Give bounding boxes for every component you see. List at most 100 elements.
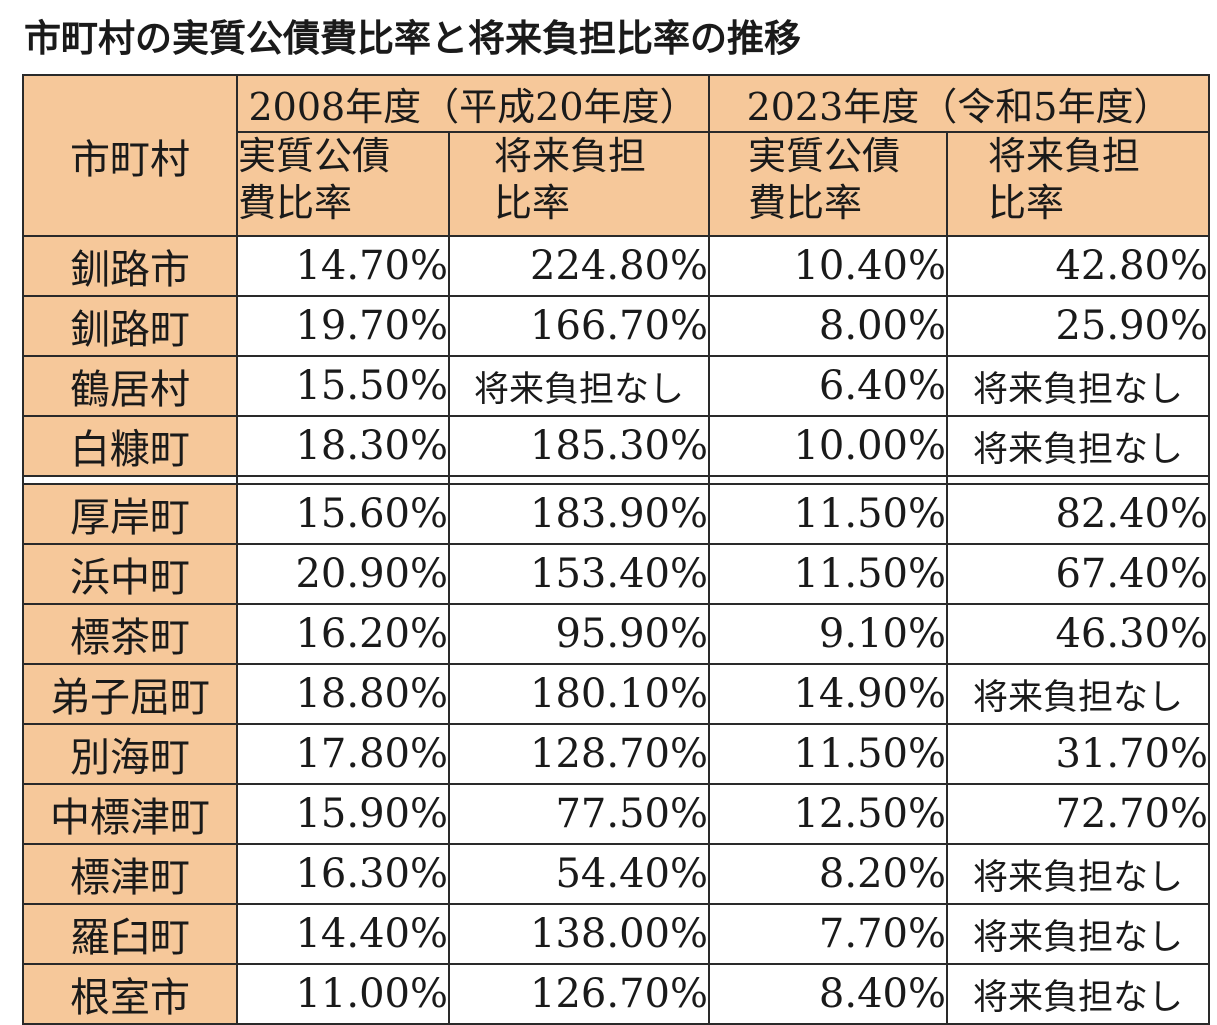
city-cell: 中標津町 (22, 783, 238, 845)
future-burden-2008-cell: 180.10% (448, 663, 710, 725)
separator-cell (448, 475, 710, 485)
table-row: 白糠町 18.30% 185.30% 10.00% 将来負担なし (22, 415, 1211, 477)
debt-service-2008-cell: 14.70% (236, 235, 450, 297)
debt-service-2023-cell: 7.70% (708, 903, 948, 965)
debt-service-2023-cell: 14.90% (708, 663, 948, 725)
future-burden-2008-cell: 128.70% (448, 723, 710, 785)
header-line: 比率 (988, 181, 1065, 225)
table-row: 別海町 17.80% 128.70% 11.50% 31.70% (22, 723, 1211, 785)
table-row: 浜中町 20.90% 153.40% 11.50% 67.40% (22, 543, 1211, 605)
future-burden-2008-cell: 153.40% (448, 543, 710, 605)
header-line: 将来負担 (988, 134, 1141, 178)
table-body-nemuro: 厚岸町 15.60% 183.90% 11.50% 82.40% 浜中町 20.90% 153… (22, 483, 1211, 1025)
debt-service-2008-cell: 11.00% (236, 963, 450, 1025)
header-debt-service-2008: 実質公債 費比率 (236, 131, 450, 237)
city-cell: 標茶町 (22, 603, 238, 665)
header-line: 将来負担 (494, 134, 647, 178)
debt-service-2008-cell: 18.30% (236, 415, 450, 477)
future-burden-2008-cell: 95.90% (448, 603, 710, 665)
future-burden-2023-cell: 将来負担なし (945, 415, 1211, 477)
separator-cell (945, 475, 1211, 485)
future-burden-2023-cell: 67.40% (945, 543, 1211, 605)
city-cell: 釧路市 (22, 235, 238, 297)
debt-service-2023-cell: 10.40% (708, 235, 948, 297)
city-cell: 厚岸町 (22, 483, 238, 545)
future-burden-2008-cell: 126.70% (448, 963, 710, 1025)
debt-service-2008-cell: 16.30% (236, 843, 450, 905)
debt-service-2008-cell: 20.90% (236, 543, 450, 605)
table-row: 厚岸町 15.60% 183.90% 11.50% 82.40% (22, 483, 1211, 545)
debt-service-2023-cell: 8.00% (708, 295, 948, 357)
future-burden-2008-cell: 54.40% (448, 843, 710, 905)
group-separator (22, 475, 1211, 485)
debt-service-2008-cell: 15.50% (236, 355, 450, 417)
debt-service-2023-cell: 8.40% (708, 963, 948, 1025)
debt-service-2023-cell: 9.10% (708, 603, 948, 665)
debt-service-2008-cell: 14.40% (236, 903, 450, 965)
table-title: 市町村の実質公債費比率と将来負担比率の推移 (24, 17, 801, 60)
header-line: 費比率 (238, 181, 353, 225)
debt-service-2008-cell: 15.90% (236, 783, 450, 845)
separator-cell (22, 475, 238, 485)
city-cell: 別海町 (22, 723, 238, 785)
debt-service-2023-cell: 12.50% (708, 783, 948, 845)
debt-service-2008-cell: 15.60% (236, 483, 450, 545)
future-burden-2008-cell: 185.30% (448, 415, 710, 477)
header-future-burden-2008: 将来負担 比率 (448, 131, 710, 237)
header-line: 実質公債 (238, 134, 391, 178)
future-burden-2008-cell: 77.50% (448, 783, 710, 845)
header-line: 費比率 (748, 181, 863, 225)
city-cell: 白糠町 (22, 415, 238, 477)
header-period-2023: 2023年度（令和5年度） (707, 74, 1211, 133)
header-debt-service-2023: 実質公債 費比率 (708, 131, 948, 237)
header-line: 比率 (494, 181, 571, 225)
city-cell: 弟子屈町 (22, 663, 238, 725)
future-burden-2023-cell: 46.30% (945, 603, 1211, 665)
debt-service-2023-cell: 11.50% (708, 543, 948, 605)
debt-service-2023-cell: 10.00% (708, 415, 948, 477)
header-line: 実質公債 (748, 134, 901, 178)
header-future-burden-2023: 将来負担 比率 (945, 131, 1211, 237)
future-burden-2023-cell: 72.70% (945, 783, 1211, 845)
separator-cell (708, 475, 948, 485)
table-row: 標茶町 16.20% 95.90% 9.10% 46.30% (22, 603, 1211, 665)
future-burden-2023-cell: 将来負担なし (945, 903, 1211, 965)
city-cell: 標津町 (22, 843, 238, 905)
city-cell: 釧路町 (22, 295, 238, 357)
future-burden-2023-cell: 42.80% (945, 235, 1211, 297)
debt-service-2008-cell: 16.20% (236, 603, 450, 665)
header-city: 市町村 (22, 74, 238, 237)
debt-service-2008-cell: 19.70% (236, 295, 450, 357)
debt-service-2008-cell: 17.80% (236, 723, 450, 785)
future-burden-2008-cell: 183.90% (448, 483, 710, 545)
city-cell: 浜中町 (22, 543, 238, 605)
table-body-kushiro: 釧路市 14.70% 224.80% 10.40% 42.80% 釧路町 19.70% 166… (22, 235, 1211, 477)
city-cell: 根室市 (22, 963, 238, 1025)
future-burden-2023-cell: 将来負担なし (945, 355, 1211, 417)
future-burden-2023-cell: 将来負担なし (945, 663, 1211, 725)
future-burden-2023-cell: 82.40% (945, 483, 1211, 545)
city-cell: 鶴居村 (22, 355, 238, 417)
debt-service-2023-cell: 11.50% (708, 483, 948, 545)
header-period-2008: 2008年度（平成20年度） (236, 74, 710, 133)
ratio-table: 市町村 2008年度（平成20年度） 2023年度（令和5年度） 実質公債 費比率… (22, 74, 1211, 1025)
future-burden-2023-cell: 将来負担なし (945, 963, 1211, 1025)
debt-service-2023-cell: 11.50% (708, 723, 948, 785)
debt-service-2023-cell: 8.20% (708, 843, 948, 905)
table-row: 釧路市 14.70% 224.80% 10.40% 42.80% (22, 235, 1211, 297)
future-burden-2023-cell: 25.90% (945, 295, 1211, 357)
separator-cell (236, 475, 450, 485)
table-row: 羅臼町 14.40% 138.00% 7.70% 将来負担なし (22, 903, 1211, 965)
table-row: 鶴居村 15.50% 将来負担なし 6.40% 将来負担なし (22, 355, 1211, 417)
future-burden-2008-cell: 将来負担なし (448, 355, 710, 417)
future-burden-2008-cell: 224.80% (448, 235, 710, 297)
table-row: 標津町 16.30% 54.40% 8.20% 将来負担なし (22, 843, 1211, 905)
city-cell: 羅臼町 (22, 903, 238, 965)
table-row: 釧路町 19.70% 166.70% 8.00% 25.90% (22, 295, 1211, 357)
future-burden-2023-cell: 将来負担なし (945, 843, 1211, 905)
debt-service-2023-cell: 6.40% (708, 355, 948, 417)
future-burden-2008-cell: 138.00% (448, 903, 710, 965)
future-burden-2023-cell: 31.70% (945, 723, 1211, 785)
table-row: 中標津町 15.90% 77.50% 12.50% 72.70% (22, 783, 1211, 845)
table-row: 弟子屈町 18.80% 180.10% 14.90% 将来負担なし (22, 663, 1211, 725)
